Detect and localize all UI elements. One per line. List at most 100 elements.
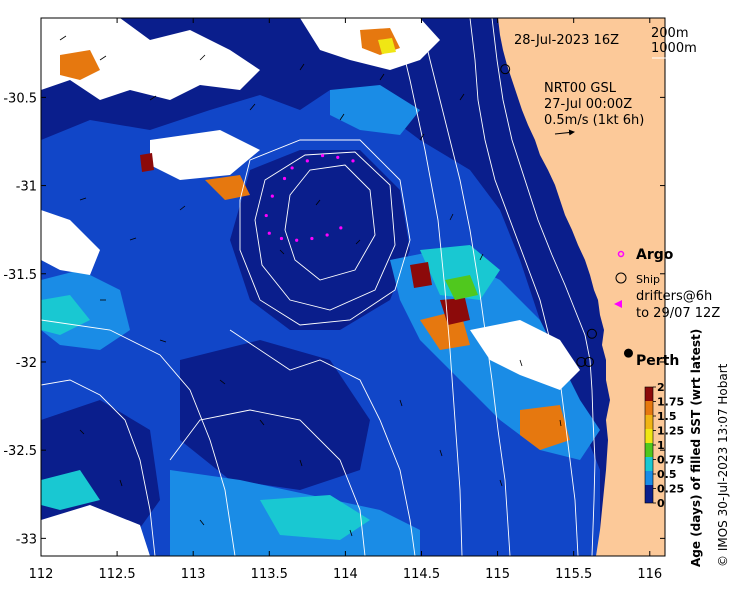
product-time: 27-Jul 00:00Z	[544, 97, 632, 112]
ship-markers	[500, 64, 597, 367]
current-vector	[379, 73, 385, 81]
current-vector	[59, 35, 67, 41]
ssh-contour-2	[394, 18, 463, 556]
colorbar-tick-label: 1	[657, 439, 665, 452]
age-region-orange-northwest	[60, 50, 100, 80]
current-vector	[219, 379, 226, 385]
x-axis: 112 112.5 113 113.5 114 114.5 115 115.5 116	[29, 18, 662, 582]
current-vector	[199, 54, 206, 61]
current-vector	[249, 103, 256, 111]
colorbar-tick-label: 0	[657, 497, 665, 510]
current-vector	[349, 529, 353, 537]
ship-marker	[500, 64, 511, 75]
current-vector	[299, 63, 305, 71]
credit-label: © IMOS 30-Jul-2023 13:07 Hobart	[716, 363, 730, 567]
current-vector	[259, 419, 265, 426]
current-vector	[199, 519, 205, 526]
colorbar: 2 1.751.5 1.251 0.750.5 0.250	[644, 381, 684, 510]
y-tick-label: -32	[16, 356, 37, 371]
perth-label: Perth	[636, 353, 679, 369]
argo-point	[305, 159, 309, 163]
colorbar-segment	[645, 429, 653, 443]
current-vector	[399, 399, 403, 407]
argo-point	[351, 159, 355, 163]
isobath-200m	[491, 18, 596, 556]
age-region-deep-blue-eddy	[230, 150, 410, 330]
x-tick-label: 114.5	[403, 567, 440, 582]
ship-marker	[583, 356, 594, 367]
age-region-yellow	[378, 38, 396, 54]
colorbar-segment	[645, 401, 653, 415]
current-vector	[119, 479, 123, 487]
current-vector	[355, 239, 361, 245]
argo-point	[325, 233, 329, 237]
argo-point	[339, 226, 343, 230]
ssh-contour-west	[41, 379, 156, 556]
argo-point	[264, 213, 268, 218]
current-vector	[339, 113, 345, 121]
ship-marker	[586, 328, 597, 339]
age-region-cyan-southwest	[41, 470, 100, 510]
current-vector	[279, 249, 285, 255]
no-data-coast	[470, 320, 580, 390]
land-western-australia	[498, 18, 665, 556]
x-tick-label: 116	[637, 567, 662, 582]
argo-point	[295, 238, 299, 242]
ship-legend-label: Ship	[636, 273, 660, 286]
argo-point	[290, 166, 294, 170]
x-tick-label: 112.5	[98, 567, 135, 582]
date-label: 28-Jul-2023 16Z	[514, 33, 619, 48]
argo-point	[310, 236, 314, 241]
current-vector	[559, 419, 562, 427]
current-vector	[159, 339, 167, 343]
colorbar-tick-label: 1.75	[657, 396, 684, 409]
current-vector	[315, 199, 321, 206]
argo-point	[270, 194, 274, 198]
depth-legend-200m: 200m	[651, 26, 688, 41]
no-data-northwest	[41, 18, 260, 100]
colorbar-segment	[645, 471, 653, 485]
age-region-light-blue-north	[330, 85, 420, 135]
current-vector	[79, 197, 87, 201]
age-region-orange-center	[205, 175, 250, 200]
ssh-contour-1	[419, 18, 511, 556]
current-vector	[479, 253, 484, 261]
current-vector	[519, 359, 523, 367]
current-vectors	[59, 35, 562, 537]
eddy-contour-outer	[239, 139, 411, 326]
argo-point	[282, 176, 287, 181]
ssh-contour-southeast	[229, 329, 416, 556]
argo-point	[336, 155, 340, 159]
current-vector	[79, 429, 85, 435]
argo-point	[267, 231, 271, 235]
x-tick-label: 113.5	[251, 567, 288, 582]
current-vector	[299, 459, 303, 467]
colorbar-segment	[645, 485, 653, 503]
y-tick-label: -31	[16, 180, 37, 195]
colorbar-title: Age (days) of filled SST (wrt latest)	[689, 329, 703, 567]
bathymetry-contours	[41, 18, 596, 556]
x-tick-label: 112	[29, 567, 54, 582]
current-vector	[149, 95, 157, 101]
colorbar-segment	[645, 443, 653, 457]
perth-marker	[623, 348, 633, 358]
y-tick-label: -30.5	[3, 91, 37, 106]
age-region-dark-red-2	[410, 262, 432, 288]
x-tick-label: 114	[333, 567, 358, 582]
age-region-orange-south	[520, 405, 570, 450]
current-vector	[459, 93, 465, 101]
colorbar-tick-label: 0.5	[657, 468, 677, 481]
current-vector	[439, 449, 443, 457]
x-tick-label: 115.5	[555, 567, 592, 582]
drifter-legend-marker	[614, 300, 622, 308]
age-region-dark-red-3	[140, 153, 154, 172]
colorbar-tick-label: 1.25	[657, 425, 684, 438]
current-scale-label: 0.5m/s (1kt 6h)	[544, 113, 644, 128]
colorbar-segment	[645, 387, 653, 401]
drifter-legend-label-2: to 29/07 12Z	[636, 306, 720, 321]
no-data-west	[41, 210, 100, 275]
x-tick-label: 113	[181, 567, 206, 582]
drifter-legend-label-1: drifters@6h	[636, 289, 712, 304]
colorbar-ticks: 2 1.751.5 1.251 0.750.5 0.250	[653, 381, 684, 510]
colorbar-tick-label: 1.5	[657, 410, 677, 423]
